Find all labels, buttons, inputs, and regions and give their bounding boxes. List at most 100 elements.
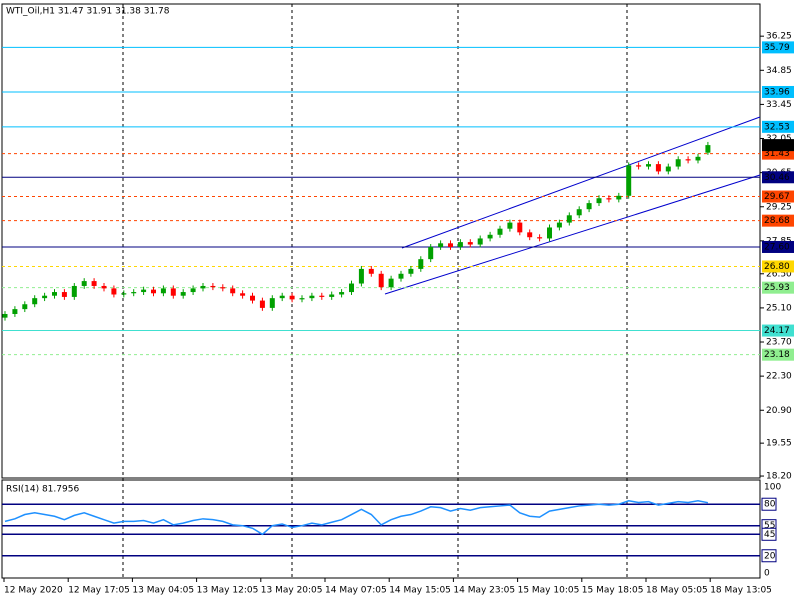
- y-tick-label: 33.45: [766, 100, 792, 110]
- candle-body: [467, 242, 473, 245]
- candle-body: [576, 209, 582, 216]
- candle-body: [319, 295, 325, 297]
- candle-body: [566, 215, 572, 223]
- candle-body: [705, 145, 711, 153]
- candle-body: [71, 285, 77, 297]
- candle-body: [91, 281, 97, 286]
- y-tick-label: 23.70: [766, 338, 792, 348]
- rsi-tick-label: 20: [764, 551, 776, 561]
- level-label-bg: [762, 281, 794, 294]
- x-tick-label: 13 May 04:05: [132, 586, 194, 596]
- candle-body: [240, 293, 246, 296]
- candle-body: [675, 159, 681, 167]
- y-tick-label: 32.05: [766, 134, 792, 144]
- level-label: 26.80: [764, 262, 790, 272]
- x-tick-label: 13 May 12:05: [197, 586, 259, 596]
- candle-body: [121, 293, 127, 295]
- level-label: 23.18: [764, 350, 790, 360]
- x-tick-label: 15 May 10:05: [518, 586, 580, 596]
- candle-body: [200, 285, 206, 289]
- x-tick-label: 12 May 2020: [4, 586, 63, 596]
- candle-body: [309, 295, 315, 299]
- rsi-title: RSI(14) 81.7956: [6, 485, 79, 495]
- level-label: 29.67: [764, 192, 790, 202]
- level-label: 31.43: [764, 149, 790, 159]
- channel: [384, 116, 761, 295]
- candle-body: [626, 165, 632, 196]
- candle-body: [636, 165, 642, 167]
- level-label: 24.17: [764, 326, 790, 336]
- x-tick-label: 18 May 05:05: [646, 586, 708, 596]
- candle-body: [299, 298, 305, 300]
- candle-body: [408, 268, 414, 274]
- candle-body: [398, 273, 404, 279]
- candle-body: [210, 285, 216, 288]
- level-label-bg: [762, 324, 794, 337]
- candle-body: [646, 164, 651, 167]
- current-price: 31.78: [764, 141, 790, 151]
- level-label: 30.46: [764, 173, 790, 183]
- candle-body: [418, 259, 424, 269]
- level-label-bg: [762, 41, 794, 54]
- rsi-panel: [1, 479, 761, 579]
- candle-body: [111, 288, 117, 295]
- candle-body: [2, 313, 8, 318]
- candle-body: [428, 246, 434, 260]
- y-tick-label: 29.25: [766, 202, 792, 212]
- candle-body: [527, 232, 533, 238]
- candle-body: [259, 300, 265, 308]
- x-tick-label: 15 May 18:05: [582, 586, 644, 596]
- level-label: 25.93: [764, 283, 790, 293]
- level-label-bg: [762, 348, 794, 361]
- candle-body: [596, 198, 602, 204]
- candle-body: [329, 294, 335, 297]
- rsi-tick-box: [761, 497, 777, 511]
- candle-body: [537, 237, 543, 239]
- rsi-tick-box: [761, 549, 777, 563]
- y-tick-label: 25.10: [766, 303, 792, 313]
- candle-body: [556, 222, 562, 228]
- rsi-tick-box: [761, 527, 777, 541]
- current-price-bg: [762, 139, 794, 152]
- candle-body: [52, 292, 57, 296]
- channel-upper: [401, 116, 761, 249]
- candle-body: [606, 198, 612, 200]
- candle-body: [101, 285, 107, 289]
- candle-body: [477, 238, 483, 245]
- main-panel: [1, 3, 761, 479]
- rsi-tick-label: 0: [764, 568, 770, 578]
- candle-body: [388, 278, 394, 288]
- candle-body: [141, 289, 147, 293]
- candle-body: [230, 288, 236, 294]
- candle-body: [547, 227, 552, 239]
- candle-body: [42, 295, 48, 299]
- candle-body: [160, 288, 166, 294]
- level-label: 32.53: [764, 122, 790, 132]
- candle-body: [616, 195, 622, 200]
- rsi-tick-label: 80: [764, 500, 776, 510]
- level-label: 27.60: [764, 242, 790, 252]
- level-label: 33.96: [764, 87, 790, 97]
- level-label: 35.79: [764, 43, 790, 53]
- candle-body: [586, 203, 592, 210]
- y-tick-label: 34.85: [766, 66, 792, 76]
- candle-body: [220, 287, 226, 289]
- level-label-bg: [762, 240, 794, 253]
- level-label-bg: [762, 171, 794, 184]
- candle-body: [695, 156, 701, 161]
- chart-title: WTI_Oil,H1 31.47 31.91 31.38 31.78: [6, 7, 170, 17]
- y-tick-label: 20.90: [766, 406, 792, 416]
- candle-body: [151, 289, 156, 294]
- candle-body: [22, 304, 28, 310]
- level-label-bg: [762, 214, 794, 227]
- candle-body: [487, 234, 493, 239]
- x-tick-label: 12 May 17:05: [68, 586, 130, 596]
- candle-body: [131, 292, 137, 294]
- x-tick-label: 14 May 15:05: [389, 586, 451, 596]
- rsi-tick-label: 100: [764, 483, 781, 493]
- candle-body: [279, 295, 285, 299]
- y-tick-label: 26.50: [766, 269, 792, 279]
- y-tick-label: 18.20: [766, 472, 792, 482]
- candle-body: [368, 268, 374, 274]
- candle-body: [665, 166, 671, 172]
